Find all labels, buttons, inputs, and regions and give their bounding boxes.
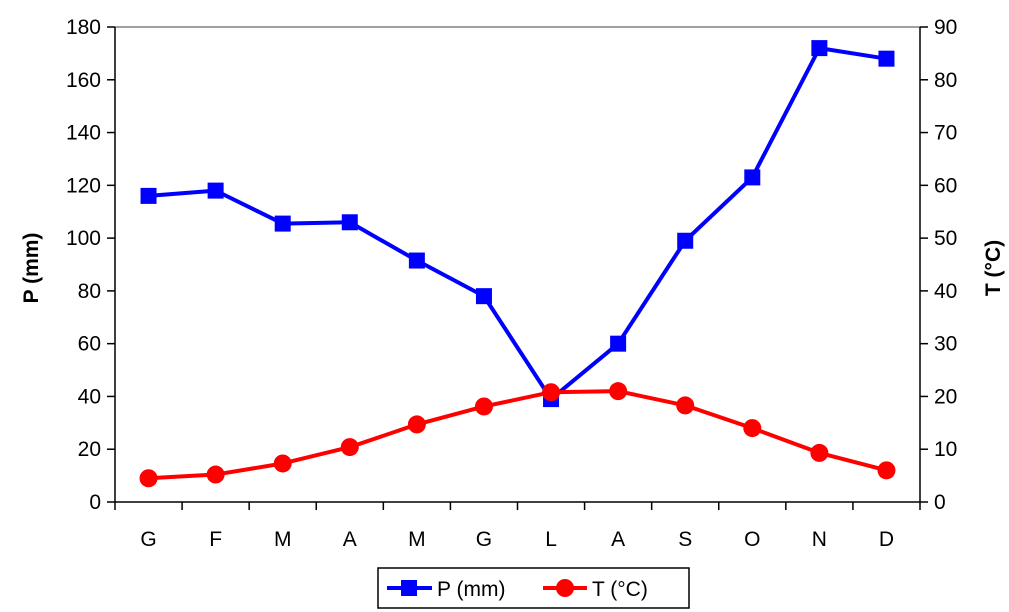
right-axis-tick-label: 0 [934, 491, 946, 514]
data-point [878, 50, 895, 67]
data-point [274, 215, 291, 232]
data-point [206, 465, 225, 484]
right-axis-tick-label: 80 [934, 69, 957, 92]
left-axis-tick-label: 20 [78, 438, 101, 461]
data-point [877, 461, 896, 480]
legend: P (mm) T (°C) [377, 567, 690, 609]
x-axis-tick-label: G [140, 528, 156, 551]
left-axis-tick-label: 140 [66, 122, 101, 145]
data-point [610, 335, 627, 352]
right-axis: 0 10 20 30 40 50 60 70 80 90 [919, 16, 957, 514]
right-axis-tick-label: 10 [934, 438, 957, 461]
data-point [340, 438, 359, 457]
left-axis: 0 20 40 60 80 100 120 140 160 180 [66, 16, 116, 514]
legend-marker-t [556, 579, 574, 597]
data-point [811, 40, 828, 57]
data-point [474, 397, 493, 416]
x-axis-tick-label: F [209, 528, 222, 551]
left-axis-tick-label: 40 [78, 385, 101, 408]
x-axis-tick-label: A [343, 528, 357, 551]
x-axis-tick-label: A [611, 528, 625, 551]
series-p [140, 40, 895, 408]
series-line [148, 389, 887, 481]
y2-axis-title: T (°C) [982, 240, 1005, 296]
legend-marker-p [401, 580, 417, 596]
left-axis-tick-label: 80 [78, 280, 101, 303]
data-point [408, 252, 425, 269]
left-axis-tick-label: 120 [66, 174, 101, 197]
data-point [743, 419, 762, 438]
series-t [139, 382, 896, 488]
data-point [744, 169, 761, 186]
legend-label-p: P (mm) [437, 578, 505, 601]
x-axis-tick-label: G [476, 528, 492, 551]
legend-label-t: T (°C) [592, 578, 648, 601]
x-axis-tick-label: L [545, 528, 557, 551]
data-point [475, 288, 492, 305]
series-layer [139, 40, 896, 488]
data-point [139, 469, 158, 488]
left-axis-tick-label: 160 [66, 69, 101, 92]
data-point [810, 443, 829, 462]
right-axis-tick-label: 60 [934, 174, 957, 197]
series-line [148, 46, 887, 402]
data-point [341, 214, 358, 231]
left-axis-tick-label: 0 [89, 491, 101, 514]
data-point [407, 415, 426, 434]
data-point [542, 383, 561, 402]
x-axis-tick-label: S [678, 528, 692, 551]
data-point [677, 232, 694, 249]
x-axis-tick-label: D [879, 528, 894, 551]
right-axis-tick-label: 20 [934, 385, 957, 408]
left-axis-tick-label: 100 [66, 227, 101, 250]
right-axis-tick-label: 70 [934, 122, 957, 145]
left-axis-tick-label: 60 [78, 333, 101, 356]
data-point [609, 382, 628, 401]
right-axis-tick-label: 90 [934, 16, 957, 39]
data-point [273, 454, 292, 473]
x-axis-tick-label: M [274, 528, 292, 551]
x-axis-tick-label: N [812, 528, 827, 551]
right-axis-tick-label: 50 [934, 227, 957, 250]
y-axis-title: P (mm) [20, 233, 43, 304]
left-axis-tick-label: 180 [66, 16, 101, 39]
x-axis-tick-label: O [744, 528, 760, 551]
data-point [140, 187, 157, 204]
data-point [207, 182, 224, 199]
data-point [676, 396, 695, 415]
x-axis-tick-label: M [408, 528, 426, 551]
right-axis-tick-label: 30 [934, 333, 957, 356]
right-axis-tick-label: 40 [934, 280, 957, 303]
